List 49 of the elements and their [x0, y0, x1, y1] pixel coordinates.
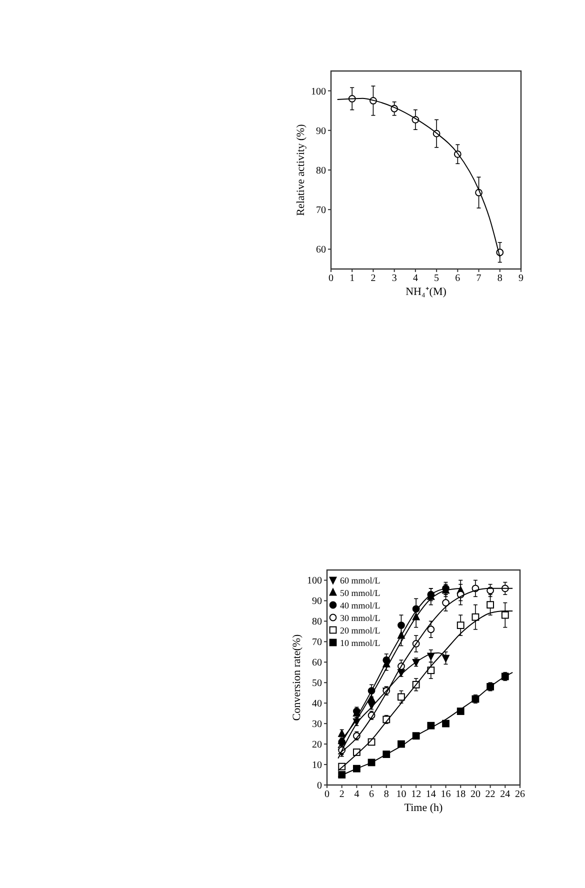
legend-label: 40 mmol/L [340, 600, 380, 610]
x-tick-label: 20 [470, 789, 480, 800]
x-tick-label: 2 [370, 273, 376, 284]
x-tick-label: 2 [339, 789, 344, 800]
y-tick-label: 30 [312, 719, 322, 730]
x-tick-label: 24 [500, 789, 510, 800]
legend-label: 30 mmol/L [340, 613, 380, 623]
x-tick-label: 12 [411, 789, 422, 800]
legend-label: 50 mmol/L [340, 588, 380, 598]
x-tick-label: 8 [497, 273, 502, 284]
x-tick-label: 18 [456, 789, 466, 800]
x-tick-label: 10 [396, 789, 406, 800]
y-tick-label: 40 [312, 698, 322, 710]
y-tick-label: 90 [316, 126, 326, 137]
y-axis-title: Relative activity (%) [295, 124, 307, 216]
x-tick-label: 22 [485, 789, 496, 800]
x-tick-label: 6 [369, 789, 374, 800]
y-tick-label: 80 [316, 166, 326, 176]
x-tick-label: 3 [392, 273, 397, 284]
x-tick-label: 1 [350, 273, 355, 284]
x-tick-label: 5 [434, 273, 440, 284]
y-tick-label: 70 [312, 637, 322, 648]
y-tick-label: 70 [316, 205, 326, 216]
legend-label: 60 mmol/L [340, 576, 380, 586]
y-tick-label: 50 [312, 678, 322, 690]
x-tick-label: 7 [476, 273, 482, 284]
x-tick-label: 4 [354, 789, 360, 800]
legend-label: 20 mmol/L [340, 626, 380, 636]
y-tick-label: 90 [312, 596, 322, 608]
y-tick-label: 100 [307, 576, 322, 587]
y-tick-label: 20 [312, 740, 322, 751]
x-axis-title: NH₄⁺(M) [406, 286, 447, 298]
y-tick-label: 10 [312, 760, 322, 772]
x-tick-label: 9 [518, 273, 524, 284]
x-tick-label: 8 [384, 789, 389, 800]
x-tick-label: 4 [412, 273, 418, 284]
x-tick-label: 16 [440, 789, 451, 800]
y-axis-title: Conversion rate(%) [291, 634, 303, 721]
x-tick-label: 6 [455, 273, 460, 284]
x-tick-label: 14 [426, 789, 436, 800]
x-tick-label: 26 [515, 789, 525, 800]
legend-label: 10 mmol/L [340, 638, 380, 648]
y-tick-label: 100 [311, 86, 326, 98]
y-tick-label: 80 [312, 616, 322, 628]
y-tick-label: 60 [312, 658, 322, 669]
x-axis-title: Time (h) [404, 802, 444, 814]
y-tick-label: 0 [317, 780, 322, 792]
x-tick-label: 0 [328, 273, 334, 284]
y-tick-label: 60 [316, 244, 326, 256]
